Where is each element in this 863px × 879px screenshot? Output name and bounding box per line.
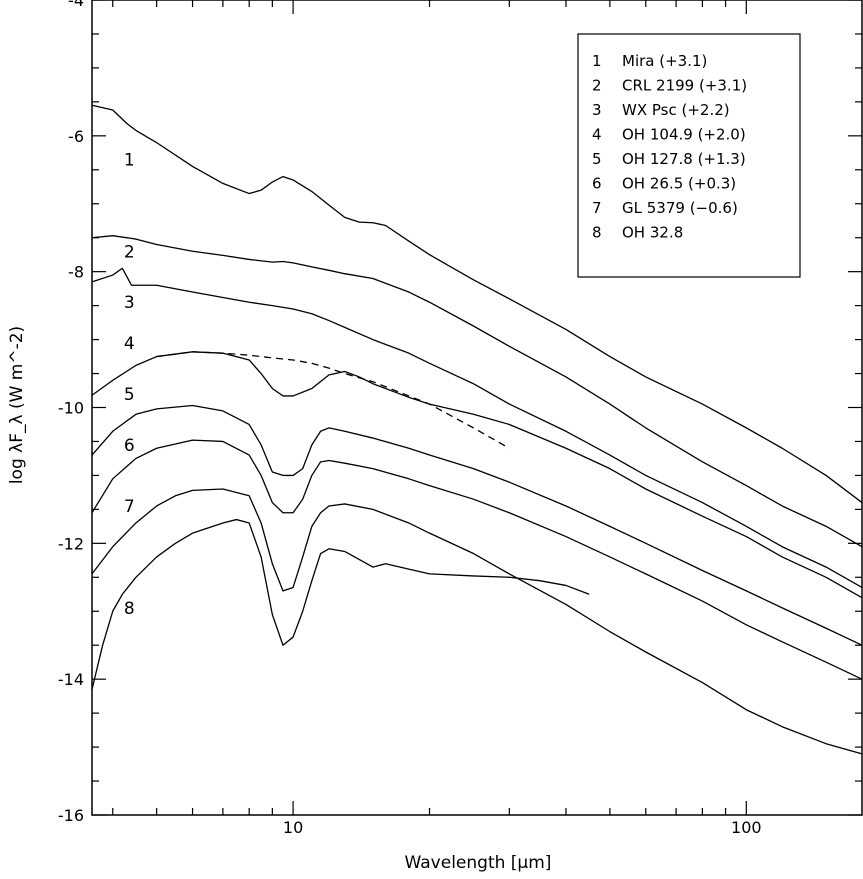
legend-num-7: 7 bbox=[592, 199, 602, 217]
x-tick-label: 100 bbox=[731, 818, 762, 837]
legend-label-7: GL 5379 (−0.6) bbox=[622, 199, 738, 217]
y-tick-label: -4 bbox=[68, 0, 84, 10]
y-tick-label: -12 bbox=[58, 534, 84, 553]
legend-label-6: OH 26.5 (+0.3) bbox=[622, 175, 736, 193]
legend-num-6: 6 bbox=[592, 175, 602, 193]
legend-items: 1 Mira (+3.1) 2 CRL 2199 (+3.1) 3 WX Psc (+2.… bbox=[592, 52, 747, 242]
curve-label-6: 6 bbox=[124, 436, 135, 456]
series-6 bbox=[91, 439, 863, 680]
legend-num-1: 1 bbox=[592, 52, 602, 70]
legend-label-1: Mira (+3.1) bbox=[622, 52, 707, 70]
series-8 bbox=[91, 518, 590, 690]
y-tick-label: -10 bbox=[58, 399, 84, 418]
series-2 bbox=[91, 235, 863, 548]
y-tick-label: -8 bbox=[68, 263, 84, 282]
series-5 bbox=[91, 404, 863, 646]
legend-num-5: 5 bbox=[592, 150, 602, 168]
y-tick-label: -16 bbox=[58, 806, 84, 825]
y-tick-label: -14 bbox=[58, 670, 84, 689]
x-axis-title: Wavelength [µm] bbox=[405, 853, 552, 873]
legend-label-3: WX Psc (+2.2) bbox=[622, 101, 730, 119]
legend-num-2: 2 bbox=[592, 77, 602, 95]
curve-labels: 1 2 3 4 5 6 7 8 bbox=[124, 151, 135, 619]
curve-label-7: 7 bbox=[124, 497, 135, 517]
curve-label-2: 2 bbox=[124, 242, 135, 262]
legend: 1 Mira (+3.1) 2 CRL 2199 (+3.1) 3 WX Psc (+2.… bbox=[577, 33, 801, 278]
x-tick-label: 10 bbox=[283, 818, 303, 837]
legend-num-3: 3 bbox=[592, 101, 602, 119]
y-axis-title: log λF_λ (W m^-2) bbox=[7, 326, 27, 484]
legend-num-8: 8 bbox=[592, 224, 602, 242]
legend-label-8: OH 32.8 bbox=[622, 224, 683, 242]
legend-label-4: OH 104.9 (+2.0) bbox=[622, 126, 746, 144]
legend-num-4: 4 bbox=[592, 126, 602, 144]
series-1 bbox=[91, 104, 863, 504]
legend-label-5: OH 127.8 (+1.3) bbox=[622, 150, 746, 168]
curve-label-5: 5 bbox=[124, 385, 135, 405]
series-4 bbox=[91, 351, 863, 599]
series-7 bbox=[91, 488, 863, 755]
curve-label-4: 4 bbox=[124, 334, 135, 354]
series-3 bbox=[91, 267, 863, 589]
legend-label-2: CRL 2199 (+3.1) bbox=[622, 77, 747, 95]
curve-label-8: 8 bbox=[124, 599, 135, 619]
series-group bbox=[91, 104, 863, 755]
y-tick-label: -6 bbox=[68, 127, 84, 146]
axis-ticks: -16 -14 -12 -10 -8 -6 -4 10 100 bbox=[58, 0, 862, 837]
curve-label-1: 1 bbox=[124, 151, 135, 171]
legend-box bbox=[577, 33, 801, 278]
curve-label-3: 3 bbox=[124, 293, 135, 313]
series-4-dashed-continuum bbox=[156, 351, 510, 449]
